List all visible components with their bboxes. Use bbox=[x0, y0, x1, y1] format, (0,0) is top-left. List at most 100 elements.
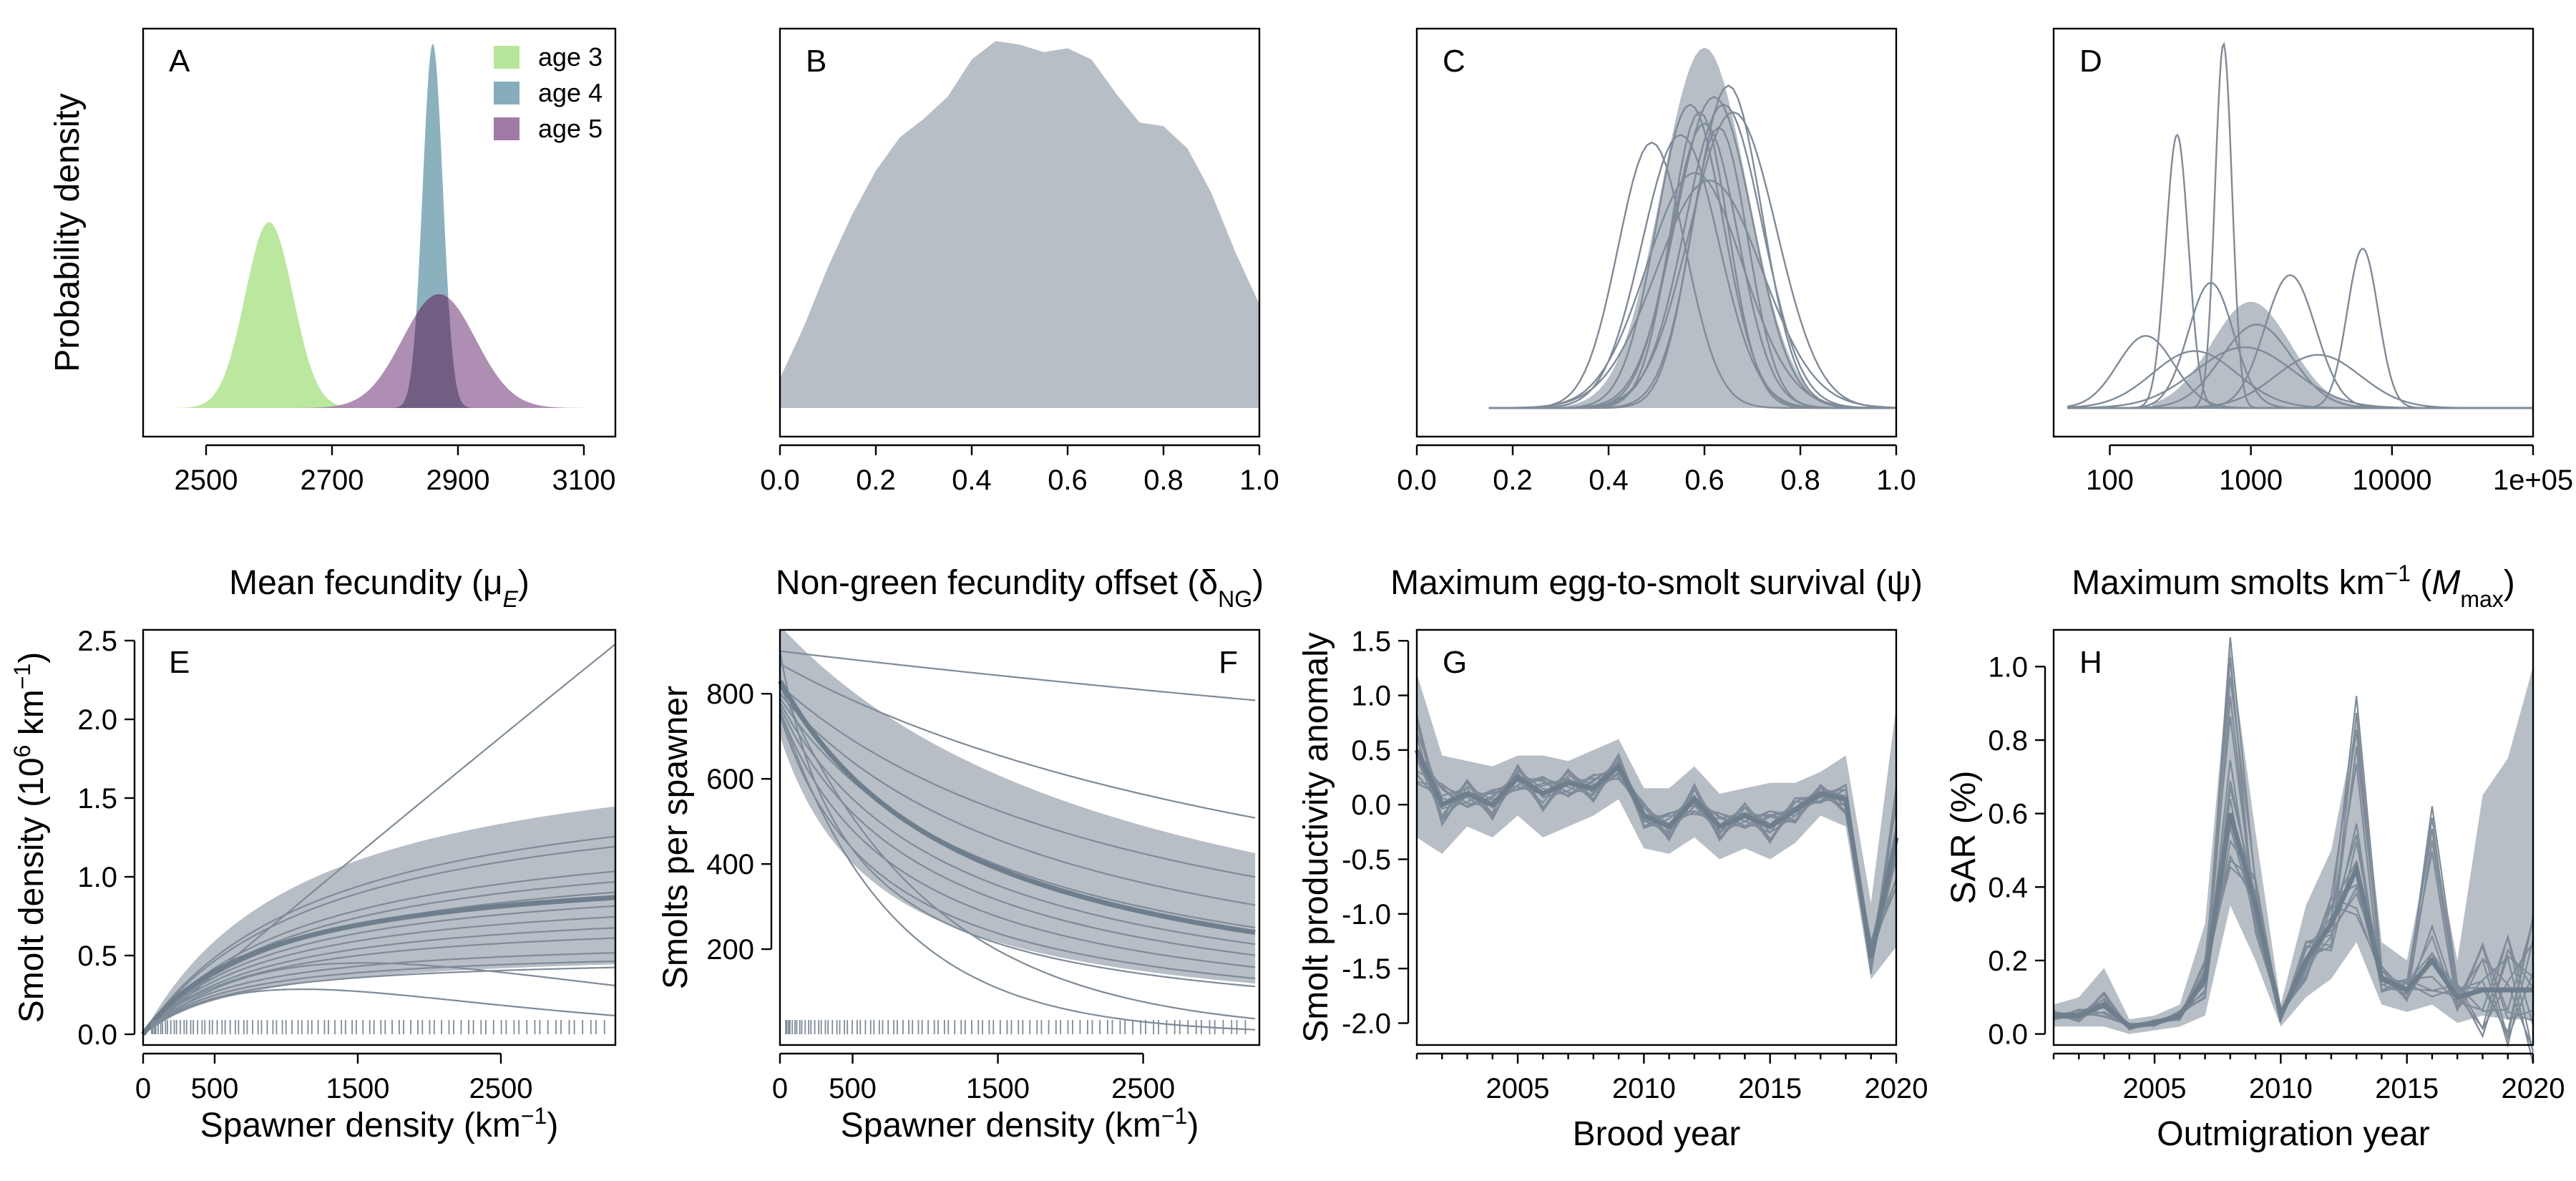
posterior-curve bbox=[779, 701, 1256, 946]
legend-item: age 5 bbox=[494, 114, 602, 143]
y-axis-title: Smolts per spawner bbox=[657, 686, 695, 989]
x-tick-label: 2500 bbox=[469, 1073, 533, 1104]
y-tick-label: 0.4 bbox=[1988, 872, 2028, 903]
panel-letter: H bbox=[2079, 645, 2102, 680]
credible-band bbox=[780, 630, 1256, 984]
posterior-curve bbox=[142, 835, 616, 1035]
x-axis: 0.0 0.2 0.4 0.6 0.8 1.0 bbox=[1397, 444, 1916, 496]
panel-letter: F bbox=[1219, 645, 1238, 680]
median-curve bbox=[141, 895, 616, 1036]
posterior-curve bbox=[780, 650, 1256, 701]
x-tick-label: 0.2 bbox=[1493, 465, 1533, 496]
x-tick-label: 2015 bbox=[2375, 1073, 2439, 1104]
posterior-curve bbox=[779, 711, 1256, 968]
credible-band bbox=[2054, 648, 2533, 1034]
plot-frame bbox=[2052, 27, 2534, 438]
x-tick-label: 2010 bbox=[1612, 1073, 1676, 1104]
posterior-curve bbox=[142, 870, 616, 1035]
y-tick-label: 1.0 bbox=[1351, 681, 1391, 712]
x-axis-title: Maximum smolts km−1 (Mmax) bbox=[2072, 560, 2515, 612]
y-tick-label: 800 bbox=[706, 679, 754, 710]
y-tick-label: 0.8 bbox=[1988, 725, 2028, 757]
plot-frame bbox=[779, 27, 1261, 438]
y-tick-label: -0.5 bbox=[1342, 845, 1391, 876]
density-area bbox=[780, 41, 1259, 408]
density-curve bbox=[2067, 42, 2533, 409]
panel-E: 0 500 1500 2500 0.0 0.5 1.0 1.5 2.0 2.5 E Spawner d… bbox=[9, 626, 617, 1144]
x-tick-label: 0.0 bbox=[760, 465, 800, 496]
density-age-3 bbox=[168, 222, 370, 408]
panel-C: 0.0 0.2 0.4 0.6 0.8 1.0 C Maximum egg-to-smolt … bbox=[1390, 27, 1923, 602]
x-tick-label: 2020 bbox=[1865, 1073, 1928, 1104]
x-axis-title: Spawner density (km−1) bbox=[841, 1103, 1199, 1144]
y-tick-label: 1.5 bbox=[77, 783, 117, 815]
y-tick-label: 1.0 bbox=[77, 862, 117, 893]
x-tick-label: 2005 bbox=[2123, 1073, 2187, 1104]
x-axis: 0 500 1500 2500 bbox=[135, 1052, 533, 1104]
y-tick-label: 200 bbox=[706, 934, 754, 966]
legend-swatch bbox=[494, 46, 519, 69]
plot-frame bbox=[142, 27, 617, 438]
posterior-curve bbox=[779, 663, 1256, 819]
density-curve bbox=[2067, 350, 2533, 409]
x-tick-label: 500 bbox=[191, 1073, 239, 1104]
density-overlap bbox=[389, 294, 477, 408]
y-tick-label: 2.5 bbox=[77, 626, 117, 657]
panel-letter: E bbox=[169, 645, 190, 680]
y-tick-label: 400 bbox=[706, 849, 754, 880]
y-tick-label: 0.5 bbox=[77, 941, 117, 972]
x-tick-label: 0.8 bbox=[1780, 465, 1820, 496]
x-tick-label: 1.0 bbox=[1239, 465, 1279, 496]
y-tick-label: 0.0 bbox=[1351, 789, 1391, 821]
x-tick-label: 1.0 bbox=[1876, 465, 1916, 496]
x-tick-label: 0.6 bbox=[1048, 465, 1088, 496]
x-tick-label: 2005 bbox=[1486, 1073, 1550, 1104]
panel-D: 100 1000 10000 1e+05 D Maximum smolts km−1 (M… bbox=[2052, 27, 2573, 612]
x-tick-label: 2500 bbox=[175, 465, 238, 496]
panel-letter: B bbox=[806, 44, 826, 79]
posterior-curve bbox=[142, 845, 616, 1035]
x-tick-label: 2015 bbox=[1738, 1073, 1802, 1104]
panel-A: 2500 2700 2900 3100 A Mean fecundity (μE) Prob… bbox=[49, 27, 617, 612]
x-axis: 100 1000 10000 1e+05 bbox=[2086, 444, 2573, 496]
y-tick-label: 0.6 bbox=[1988, 799, 2028, 830]
posterior-curve bbox=[142, 952, 616, 1035]
x-tick-label: 2900 bbox=[426, 465, 490, 496]
y-tick-label: 0.0 bbox=[1988, 1019, 2028, 1051]
y-axis-title: SAR (%) bbox=[1945, 771, 1983, 905]
y-tick-label: 1.5 bbox=[1351, 626, 1391, 657]
legend-swatch bbox=[494, 117, 519, 140]
posterior-curve bbox=[779, 711, 1256, 1031]
y-axis: 0.0 0.5 1.0 1.5 2.0 2.5 bbox=[77, 626, 136, 1051]
panel-letter: A bbox=[169, 44, 190, 79]
x-axis-title: Mean fecundity (μE) bbox=[229, 564, 530, 612]
posterior-curve bbox=[142, 960, 616, 1035]
x-tick-label: 100 bbox=[2086, 465, 2134, 496]
posterior-curve bbox=[779, 693, 1256, 906]
x-tick-label: 0.2 bbox=[856, 465, 896, 496]
x-tick-label: 0 bbox=[135, 1073, 151, 1104]
y-tick-label: -2.0 bbox=[1342, 1008, 1391, 1039]
panel-B: 0.0 0.2 0.4 0.6 0.8 1.0 B Non-green fecundity o… bbox=[760, 27, 1279, 612]
posterior-curve bbox=[142, 966, 616, 1035]
plot-frame bbox=[1415, 27, 1898, 438]
panel-letter: D bbox=[2079, 44, 2102, 79]
y-axis-title: Smolt productivity anomaly bbox=[1297, 632, 1335, 1043]
posterior-curve bbox=[142, 937, 616, 1035]
x-tick-label: 500 bbox=[829, 1073, 877, 1104]
x-tick-label: 2500 bbox=[1111, 1073, 1175, 1104]
panel-F: 0 500 1500 2500 200 400 600 800 F Spawner density… bbox=[657, 628, 1261, 1144]
y-tick-label: 600 bbox=[706, 764, 754, 795]
plot-frame bbox=[142, 628, 617, 1046]
data-rug bbox=[785, 1020, 1246, 1034]
posterior-curve bbox=[142, 927, 616, 1035]
median-curve bbox=[778, 680, 1256, 935]
x-tick-label: 0.6 bbox=[1684, 465, 1724, 496]
posterior-curve bbox=[779, 684, 1256, 878]
x-tick-label: 0 bbox=[772, 1073, 788, 1104]
y-tick-label: 2.0 bbox=[77, 704, 117, 736]
posterior-curve bbox=[779, 715, 1256, 980]
x-tick-label: 1500 bbox=[326, 1073, 390, 1104]
x-axis-title: Brood year bbox=[1573, 1115, 1741, 1153]
x-tick-label: 1e+05 bbox=[2493, 465, 2573, 496]
